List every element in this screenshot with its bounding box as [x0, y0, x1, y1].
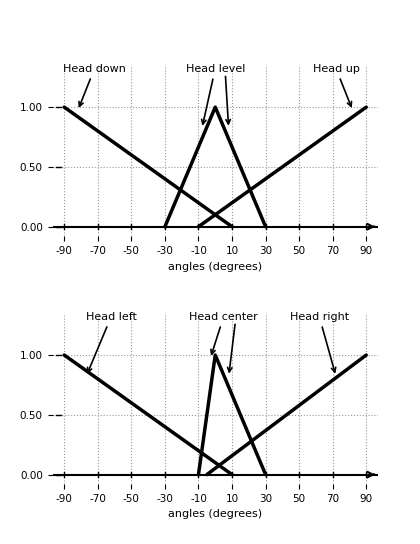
X-axis label: angles (degrees): angles (degrees): [168, 509, 262, 520]
Text: Head down: Head down: [63, 64, 126, 107]
Text: Head level: Head level: [186, 64, 245, 124]
X-axis label: angles (degrees): angles (degrees): [168, 262, 262, 271]
Text: Head right: Head right: [290, 312, 349, 372]
Text: Head up: Head up: [312, 64, 360, 107]
Text: Head left: Head left: [86, 312, 136, 372]
Text: Head center: Head center: [189, 312, 258, 354]
